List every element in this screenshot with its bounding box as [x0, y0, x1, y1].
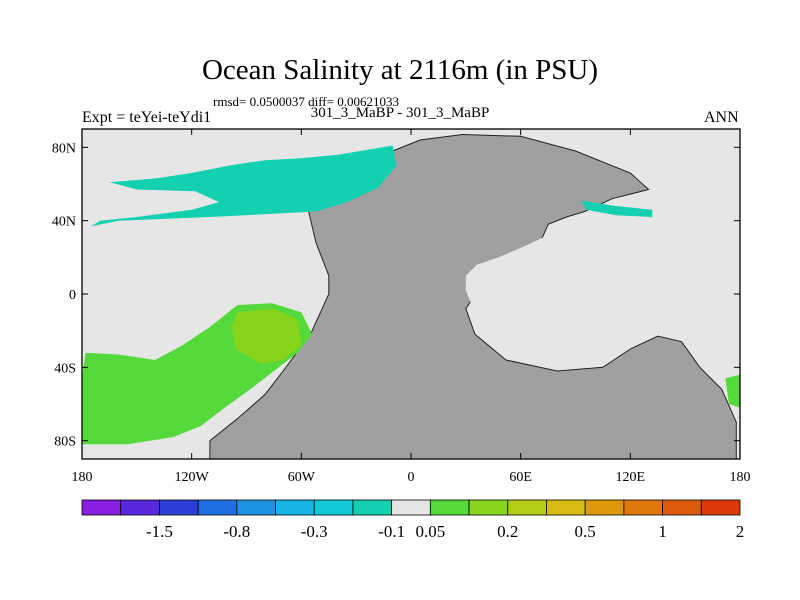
colorbar-swatch: [120, 499, 160, 516]
colorbar-swatch: [507, 499, 547, 516]
map-regions: [82, 133, 740, 459]
colorbar-label: 2: [736, 522, 745, 541]
x-tick-label: 180: [730, 470, 751, 485]
x-tick-label: 120W: [175, 470, 210, 485]
y-tick-label: 40S: [54, 361, 76, 376]
colorbar-swatch: [584, 499, 625, 516]
y-tick-label: 0: [69, 288, 76, 303]
y-tick-label: 80N: [52, 141, 76, 156]
season-label: ANN: [704, 109, 739, 126]
colorbar-swatch: [159, 499, 199, 516]
colorbar-swatch: [623, 499, 663, 516]
chart-title: Ocean Salinity at 2116m (in PSU): [201, 54, 599, 86]
asia-anomaly-region: [581, 200, 653, 217]
colorbar-swatch: [352, 499, 393, 516]
x-tick-label: 60E: [509, 470, 532, 485]
colorbar-label: 0.5: [575, 522, 596, 541]
green-east-region: [725, 374, 740, 408]
green-core-region: [231, 308, 302, 364]
colorbar-label: 1: [658, 522, 667, 541]
experiment-label: Expt = teYei-teYdi1: [82, 109, 212, 126]
tethys-sea-region: [465, 228, 609, 338]
colorbar-label: -0.3: [301, 522, 328, 541]
colorbar-swatch: [275, 499, 315, 516]
chart-subtitle: 301_3_MaBP - 301_3_MaBP: [310, 105, 490, 121]
colorbar-swatch: [197, 499, 238, 516]
colorbar-swatch: [700, 499, 741, 516]
colorbar-swatch: [391, 499, 431, 516]
colorbar-label: -0.8: [223, 522, 250, 541]
colorbar-label: -1.5: [146, 522, 173, 541]
colorbar-swatch: [429, 499, 470, 516]
colorbar-swatch: [468, 499, 509, 516]
x-tick-label: 60W: [288, 470, 316, 485]
x-tick-label: 120E: [616, 470, 646, 485]
north-anomaly-region: [91, 145, 397, 227]
colorbar-swatch: [236, 499, 276, 516]
x-tick-label: 0: [408, 470, 415, 485]
colorbar-label: -0.1: [378, 522, 405, 541]
x-tick-label: 180: [72, 470, 93, 485]
colorbar-swatch: [81, 499, 122, 516]
colorbar-label: 0.2: [497, 522, 518, 541]
y-tick-label: 40N: [52, 215, 76, 230]
stats-text: rmsd= 0.0500037 diff= 0.00621033: [213, 94, 399, 109]
colorbar-swatch: [546, 499, 586, 516]
colorbar-swatch: [313, 499, 354, 516]
colorbar-swatch: [662, 499, 702, 516]
y-tick-label: 80S: [54, 435, 76, 450]
colorbar-label: 0.05: [415, 522, 445, 541]
